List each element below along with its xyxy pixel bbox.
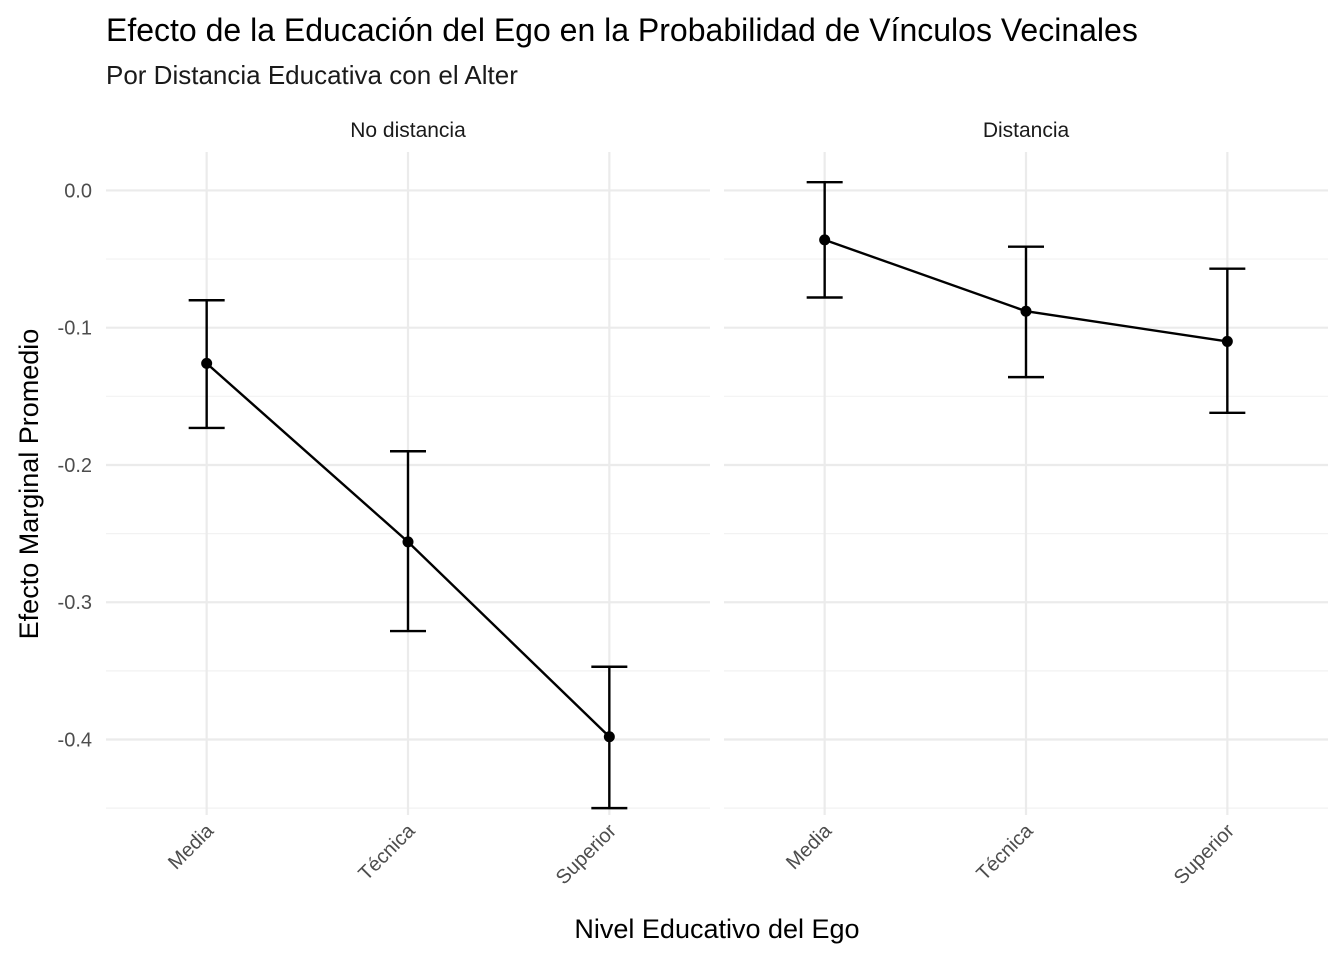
data-point [402,536,414,548]
panels: 0.0 -0.1 -0.2 -0.3 -0.4 No distancia Media Técn… [58,119,1328,889]
y-tick-label: -0.3 [58,592,92,614]
chart-title: Efecto de la Educación del Ego en la Pro… [106,12,1138,48]
y-tick-label: -0.1 [58,318,92,340]
data-point [1020,305,1032,317]
x-tick-label: Superior [552,820,621,889]
x-tick-label: Media [782,819,837,874]
x-axis-title: Nivel Educativo del Ego [574,914,859,944]
facet-strip-label: No distancia [350,119,466,142]
x-tick-label: Técnica [972,819,1038,885]
data-point [603,731,615,743]
x-tick-label: Técnica [354,819,420,885]
data-point [819,234,831,246]
data-point [201,357,213,369]
facet-panel-2: Distancia Media Técnica Superior [724,119,1328,889]
x-tick-label: Media [164,819,219,874]
chart-subtitle: Por Distancia Educativa con el Alter [106,60,518,90]
x-tick-label: Superior [1170,820,1239,889]
y-tick-label: -0.4 [58,730,92,752]
y-axis-title: Efecto Marginal Promedio [14,329,44,640]
facet-panel-1: No distancia Media Técnica Superior [106,119,710,889]
data-point [1221,335,1233,347]
y-tick-label: -0.2 [58,455,92,477]
facet-strip-label: Distancia [983,119,1070,142]
y-tick-label: 0.0 [64,180,92,202]
